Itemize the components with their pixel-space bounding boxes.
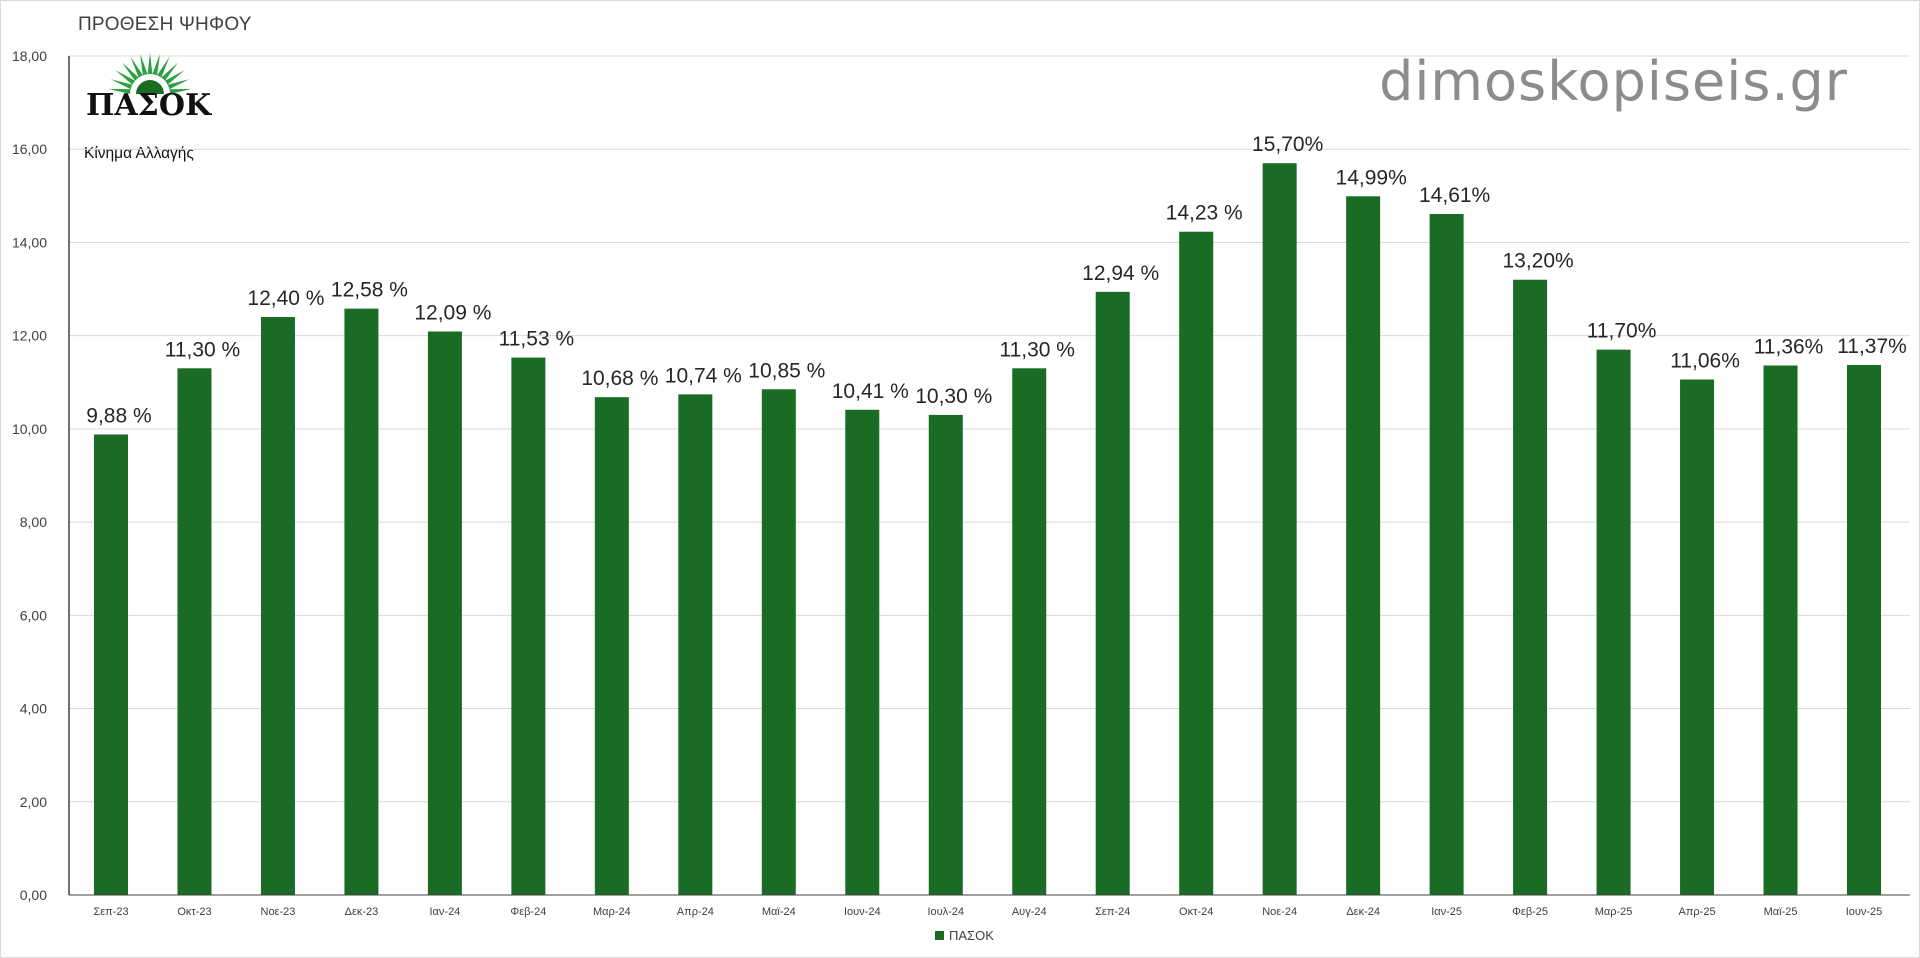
bar bbox=[761, 389, 796, 895]
chart-title: ΠΡΟΘΕΣΗ ΨΗΦΟΥ bbox=[78, 14, 252, 35]
bar bbox=[678, 394, 713, 895]
bar bbox=[594, 397, 629, 895]
bar bbox=[427, 331, 462, 895]
watermark: dimoskopiseis.gr bbox=[1379, 50, 1848, 113]
x-tick-label: Ιαν-25 bbox=[1431, 906, 1462, 918]
data-label: 11,53 % bbox=[499, 328, 575, 351]
sun-rays bbox=[108, 52, 192, 94]
bar bbox=[1763, 365, 1798, 895]
data-label: 10,85 % bbox=[748, 359, 825, 382]
x-tick-label: Ιουν-24 bbox=[844, 906, 881, 918]
data-label: 14,23 % bbox=[1166, 202, 1243, 225]
data-label: 10,41 % bbox=[832, 380, 909, 403]
bar bbox=[928, 414, 963, 895]
x-tick-label: Νοε-23 bbox=[261, 906, 296, 918]
x-tick-label: Μαϊ-24 bbox=[762, 906, 796, 918]
y-tick-label: 6,00 bbox=[20, 607, 47, 623]
y-tick-label: 4,00 bbox=[20, 701, 47, 717]
bar bbox=[1513, 279, 1548, 895]
data-label: 15,70% bbox=[1252, 133, 1323, 156]
data-label: 10,30 % bbox=[915, 385, 992, 408]
x-tick-label: Απρ-25 bbox=[1679, 906, 1716, 918]
bar bbox=[1262, 163, 1297, 895]
x-tick-label: Δεκ-23 bbox=[345, 906, 379, 918]
x-tick-label: Φεβ-24 bbox=[510, 906, 546, 918]
x-tick-label: Μαρ-24 bbox=[593, 906, 631, 918]
x-tick-label: Ιουν-25 bbox=[1846, 906, 1883, 918]
x-tick-label: Ιαν-24 bbox=[429, 906, 460, 918]
x-tick-label: Μαϊ-25 bbox=[1764, 906, 1798, 918]
bar bbox=[1596, 349, 1631, 895]
x-tick-label: Αυγ-24 bbox=[1012, 906, 1047, 918]
x-tick-label: Οκτ-24 bbox=[1179, 906, 1213, 918]
data-label: 10,74 % bbox=[665, 364, 742, 387]
x-tick-label: Φεβ-25 bbox=[1512, 906, 1548, 918]
bar bbox=[260, 317, 295, 895]
bar bbox=[177, 368, 212, 895]
y-tick-label: 18,00 bbox=[12, 48, 47, 64]
bar bbox=[1179, 231, 1214, 896]
data-labels: 9,88 % 11,30 % 12,40 % 12,58 % 12,09 % 11,53 … bbox=[86, 133, 1907, 427]
data-label: 11,30 % bbox=[999, 338, 1075, 361]
x-tick-label: Μαρ-25 bbox=[1595, 906, 1633, 918]
data-label: 11,70% bbox=[1587, 320, 1657, 343]
bar bbox=[344, 308, 379, 896]
x-axis-ticks: Σεπ-23 Οκτ-23 Νοε-23 Δεκ-23 Ιαν-24 Φεβ-24 Μαρ-… bbox=[93, 906, 1882, 918]
data-label: 14,99% bbox=[1336, 166, 1407, 189]
legend: ΠΑΣΟΚ bbox=[935, 928, 994, 943]
data-label: 11,36% bbox=[1754, 335, 1824, 358]
data-label: 11,30 % bbox=[165, 338, 241, 361]
logo-wordmark: ΠΑΣΟΚ bbox=[86, 88, 212, 123]
data-label: 12,40 % bbox=[247, 287, 324, 310]
bar bbox=[1847, 365, 1881, 895]
legend-swatch bbox=[935, 931, 944, 940]
data-label: 10,68 % bbox=[581, 367, 658, 390]
bar bbox=[1012, 368, 1047, 895]
bar bbox=[511, 357, 546, 896]
bar bbox=[94, 434, 128, 895]
bar bbox=[1680, 379, 1715, 896]
x-tick-label: Δεκ-24 bbox=[1346, 906, 1380, 918]
bars bbox=[94, 163, 1881, 896]
bar bbox=[1429, 214, 1464, 896]
bar bbox=[1346, 196, 1381, 895]
y-tick-label: 8,00 bbox=[20, 514, 47, 530]
data-label: 9,88 % bbox=[86, 404, 151, 427]
y-tick-label: 10,00 bbox=[12, 421, 47, 437]
x-tick-label: Απρ-24 bbox=[677, 906, 714, 918]
data-label: 11,37% bbox=[1837, 335, 1907, 358]
y-tick-label: 16,00 bbox=[12, 141, 47, 157]
data-label: 12,09 % bbox=[414, 301, 491, 324]
x-tick-label: Οκτ-23 bbox=[177, 906, 211, 918]
y-tick-label: 12,00 bbox=[12, 328, 47, 344]
sun-icon bbox=[108, 52, 192, 94]
y-axis-ticks: 0,00 2,00 4,00 6,00 8,00 10,00 12,00 14,00 16,00… bbox=[12, 48, 47, 903]
bar bbox=[845, 409, 880, 895]
y-tick-label: 0,00 bbox=[20, 887, 47, 903]
data-label: 12,94 % bbox=[1082, 262, 1159, 285]
x-tick-label: Νοε-24 bbox=[1262, 906, 1297, 918]
y-tick-label: 2,00 bbox=[20, 794, 47, 810]
data-label: 12,58 % bbox=[331, 279, 408, 302]
x-tick-label: Σεπ-23 bbox=[93, 906, 128, 918]
data-label: 14,61% bbox=[1419, 184, 1490, 207]
data-label: 13,20% bbox=[1502, 250, 1573, 273]
sun-disc bbox=[136, 80, 164, 94]
legend-label: ΠΑΣΟΚ bbox=[949, 928, 994, 943]
y-tick-label: 14,00 bbox=[12, 234, 47, 250]
data-label: 11,06% bbox=[1670, 349, 1740, 372]
x-tick-label: Σεπ-24 bbox=[1095, 906, 1130, 918]
bar bbox=[1095, 291, 1130, 895]
x-tick-label: Ιουλ-24 bbox=[927, 906, 964, 918]
